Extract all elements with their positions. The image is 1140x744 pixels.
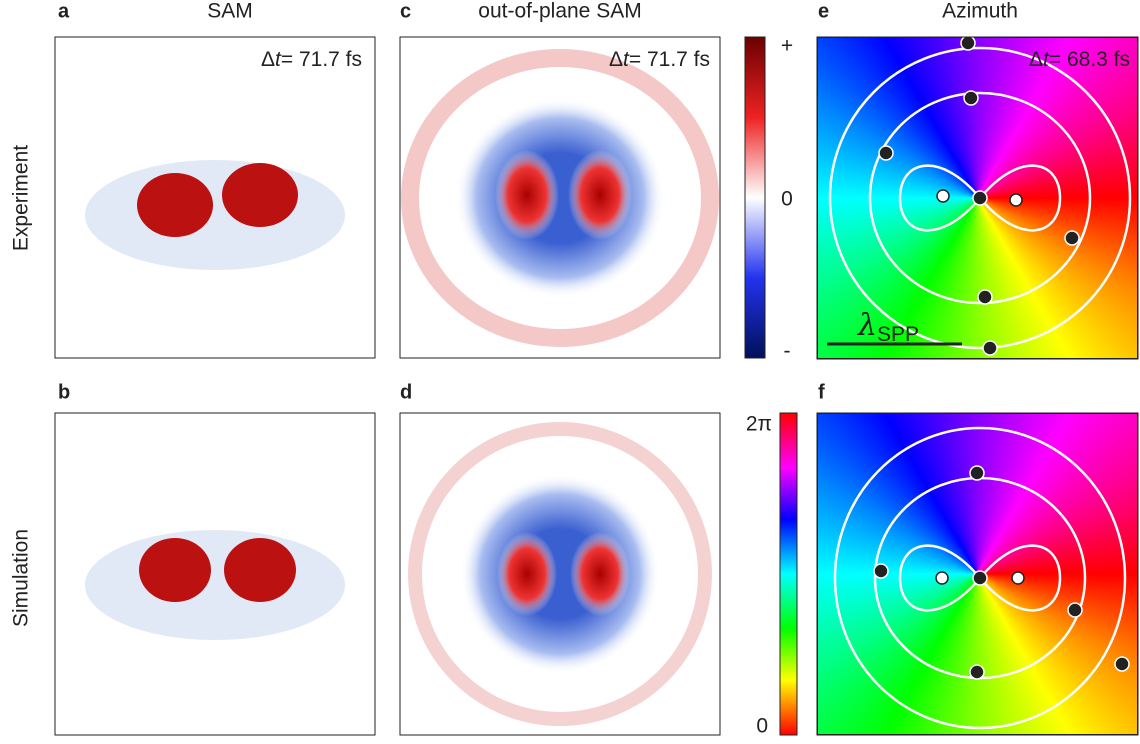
column-title: Azimuth <box>942 0 1018 23</box>
sam-3d-simulation <box>54 412 376 736</box>
colorbar-phase <box>779 412 798 736</box>
colorbar-label: + <box>781 35 793 58</box>
column-title: out-of-plane SAM <box>478 0 641 23</box>
column-title: SAM <box>207 0 253 23</box>
time-annotation: Δt= 68.3 fs <box>1029 48 1130 71</box>
row-label: Simulation <box>10 529 33 627</box>
colorbar-sam <box>744 36 766 359</box>
singularities <box>873 35 1130 680</box>
colorbar-label: 0 <box>781 188 793 211</box>
colorbar-label: 2π <box>746 413 772 436</box>
sam-map-experiment <box>399 36 721 359</box>
panel-letter: c <box>400 0 411 22</box>
sam-map-simulation <box>399 412 721 736</box>
time-annotation: Δt= 71.7 fs <box>609 48 710 71</box>
panel-letter: b <box>58 381 70 403</box>
time-annotation: Δt= 71.7 fs <box>261 48 362 71</box>
panel-letter: e <box>818 0 829 22</box>
panel-letter: f <box>818 381 825 403</box>
sam-3d-experiment <box>54 36 376 359</box>
panel-letter: d <box>400 381 412 403</box>
colorbar-label: 0 <box>756 715 768 738</box>
row-label: Experiment <box>10 145 33 251</box>
scale-bar-label: λSPP <box>857 308 919 346</box>
contours <box>828 46 1132 730</box>
panel-letter: a <box>58 0 70 22</box>
colorbar-label: - <box>784 340 791 363</box>
